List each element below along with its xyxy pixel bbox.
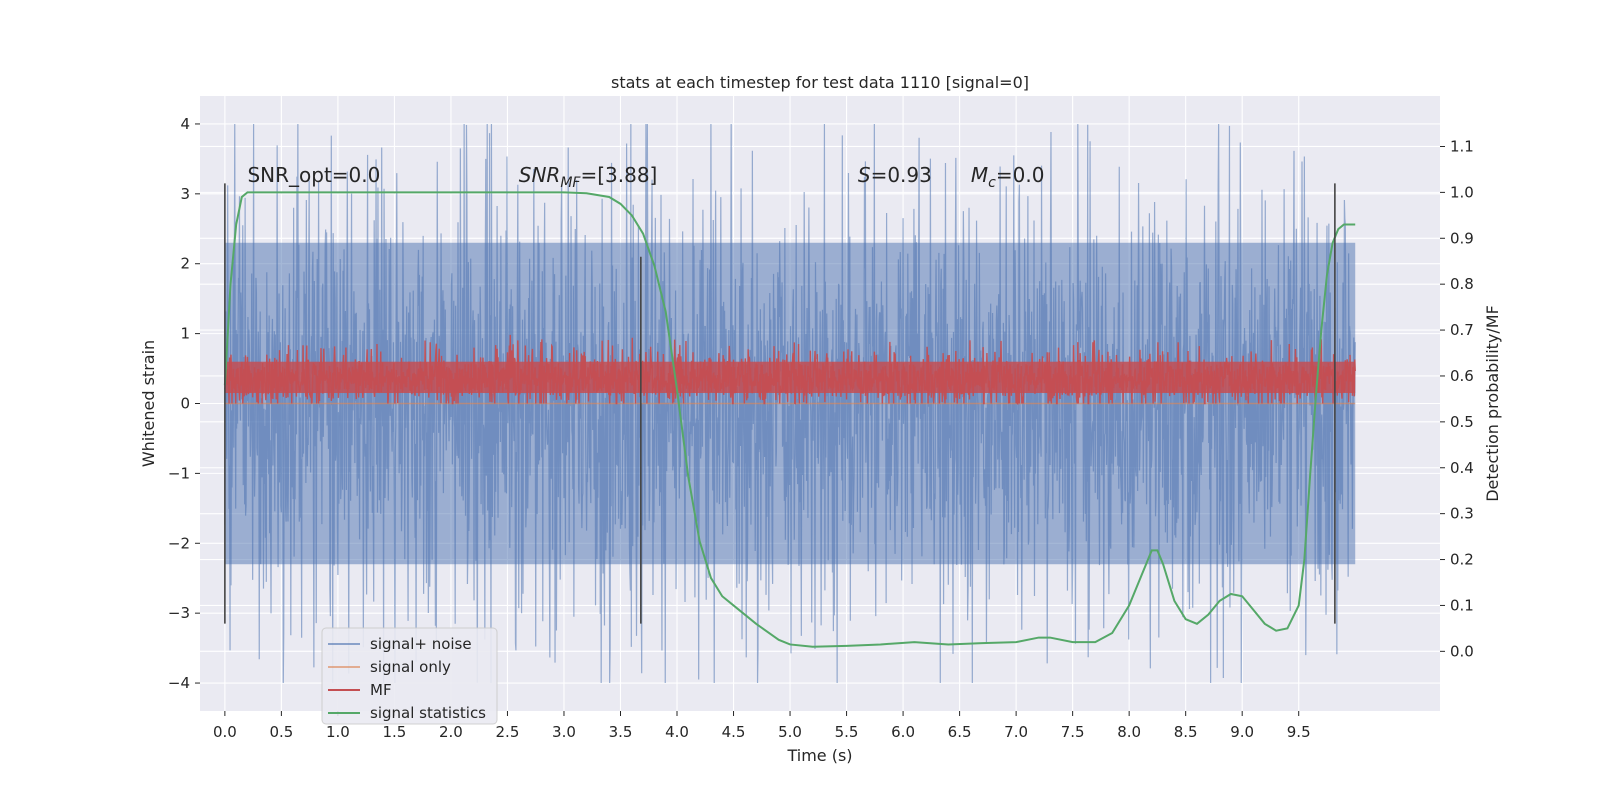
y2-tick-label: 0.1 <box>1450 596 1474 614</box>
x-tick-label: 4.5 <box>722 723 746 741</box>
y-tick-label: 1 <box>180 325 190 343</box>
tick-layer: 0.0 0.5 1.0 1.5 2.0 2.5 3.0 3.5 4.0 4.5 5.0 5.5 6.0 6… <box>168 115 1474 741</box>
y2-tick-label: 0.8 <box>1450 275 1474 293</box>
x-tick-label: 6.5 <box>948 723 972 741</box>
y-tick-label: −3 <box>168 604 190 622</box>
y2-tick-label: 1.1 <box>1450 137 1474 155</box>
y-tick-label: 0 <box>180 395 190 413</box>
x-tick-label: 1.0 <box>326 723 350 741</box>
series-layer <box>223 123 1356 684</box>
x-tick-label: 1.5 <box>382 723 406 741</box>
y-axis-title: Whitened strain <box>139 340 158 467</box>
x-tick-label: 7.5 <box>1061 723 1085 741</box>
x-tick-label: 5.5 <box>835 723 859 741</box>
chart-title: stats at each timestep for test data 111… <box>611 73 1029 92</box>
x-tick-label: 6.0 <box>891 723 915 741</box>
y2-tick-label: 0.3 <box>1450 505 1474 523</box>
y-tick-label: −2 <box>168 534 190 552</box>
series-line <box>223 191 1356 648</box>
annotation-text: S=0.93 <box>858 163 932 187</box>
y-tick-label: 4 <box>180 115 190 133</box>
y2-tick-label: 0.0 <box>1450 642 1474 660</box>
x-tick-label: 2.0 <box>439 723 463 741</box>
x-axis-title: Time (s) <box>786 746 852 765</box>
x-tick-label: 0.5 <box>269 723 293 741</box>
marker-layer <box>224 183 1336 624</box>
legend: signal+ noise signal only MF signal statist… <box>321 627 498 725</box>
legend-label: MF <box>370 681 392 699</box>
x-tick-label: 9.5 <box>1287 723 1311 741</box>
y2-tick-label: 0.7 <box>1450 321 1474 339</box>
x-tick-label: 3.5 <box>609 723 633 741</box>
series-line <box>224 334 1356 406</box>
y2-tick-label: 1.0 <box>1450 183 1474 201</box>
y2-tick-label: 0.6 <box>1450 367 1474 385</box>
x-tick-label: 7.0 <box>1004 723 1028 741</box>
series-line <box>224 123 1356 684</box>
y2-tick-label: 0.4 <box>1450 459 1474 477</box>
y-tick-label: 3 <box>180 185 190 203</box>
y-tick-label: −4 <box>168 674 190 692</box>
x-tick-label: 5.0 <box>778 723 802 741</box>
annotation-text: SNRMF=[3.88] <box>519 163 658 191</box>
x-tick-label: 4.0 <box>665 723 689 741</box>
y2-tick-label: 0.2 <box>1450 551 1474 569</box>
y-tick-label: 2 <box>180 255 190 273</box>
legend-label: signal+ noise <box>370 635 472 653</box>
x-tick-label: 8.5 <box>1174 723 1198 741</box>
annotation-text: SNR_opt=0.0 <box>247 163 380 187</box>
x-tick-label: 0.0 <box>213 723 237 741</box>
x-tick-label: 9.0 <box>1230 723 1254 741</box>
y-tick-label: −1 <box>168 464 190 482</box>
annotation-layer: SNR_opt=0.0 SNRMF=[3.88] S=0.93 Mc=0.0 <box>247 163 1044 191</box>
y2-tick-label: 0.5 <box>1450 413 1474 431</box>
y2-axis-title: Detection probability/MF <box>1483 305 1502 502</box>
annotation-text: Mc=0.0 <box>971 163 1045 191</box>
series-mf <box>224 334 1356 406</box>
x-tick-label: 3.0 <box>552 723 576 741</box>
series-signal-statistics <box>223 191 1356 648</box>
legend-box <box>321 627 498 725</box>
legend-label: signal statistics <box>370 704 486 722</box>
legend-label: signal only <box>370 658 451 676</box>
x-tick-label: 2.5 <box>496 723 520 741</box>
y2-tick-label: 0.9 <box>1450 229 1474 247</box>
x-tick-label: 8.0 <box>1117 723 1141 741</box>
